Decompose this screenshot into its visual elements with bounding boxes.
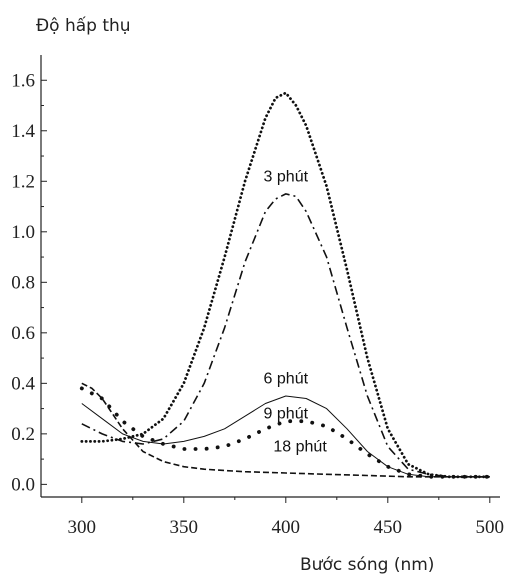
x-tick-label: 500 — [476, 517, 505, 538]
curve-label-2: 6 phút — [264, 370, 309, 387]
y-tick-label: 0.8 — [11, 272, 35, 293]
y-axis-title: Độ hấp thụ — [36, 15, 131, 36]
y-tick-label: 0.4 — [11, 373, 35, 394]
x-tick-label: 400 — [272, 517, 301, 538]
axes: 0.0 0.2 0.4 0.6 0.8 1.0 1.2 1.4 1.6 300 350 400 450 5… — [11, 55, 504, 538]
y-tick-label: 1.0 — [11, 222, 35, 243]
series-layer — [79, 91, 492, 479]
curve-label-3: 9 phút — [264, 406, 309, 423]
curve-label-1: 3 phút — [264, 168, 309, 185]
series-line-1 — [80, 91, 492, 479]
x-tick-label: 350 — [170, 517, 199, 538]
y-tick-label: 0.2 — [11, 424, 35, 445]
y-tick-label: 0.0 — [11, 474, 35, 495]
x-tick-label: 450 — [374, 517, 403, 538]
y-tick-label: 0.6 — [11, 323, 35, 344]
curve-label-4: 18 phút — [273, 439, 327, 456]
series-line-5 — [81, 382, 490, 478]
x-tick-label: 300 — [68, 517, 97, 538]
series-line-4 — [79, 386, 492, 479]
y-tick-label: 1.4 — [11, 121, 35, 142]
x-axis-title: Bước sóng (nm) — [300, 555, 434, 575]
series-line-2 — [81, 193, 490, 478]
annotation-layer: 3 phút 6 phút 9 phút 18 phút — [264, 168, 328, 455]
y-tick-label: 1.2 — [11, 171, 35, 192]
y-tick-label: 1.6 — [11, 70, 35, 91]
